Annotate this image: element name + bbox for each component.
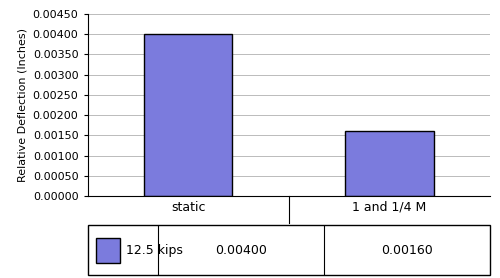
Bar bbox=[96, 238, 120, 263]
Bar bbox=[144, 34, 233, 196]
Text: 0.00160: 0.00160 bbox=[381, 244, 433, 257]
Bar bbox=[345, 131, 434, 196]
Text: 0.00400: 0.00400 bbox=[215, 244, 267, 257]
Y-axis label: Relative Deflection (Inches): Relative Deflection (Inches) bbox=[17, 28, 27, 182]
Text: 12.5 kips: 12.5 kips bbox=[126, 244, 182, 257]
